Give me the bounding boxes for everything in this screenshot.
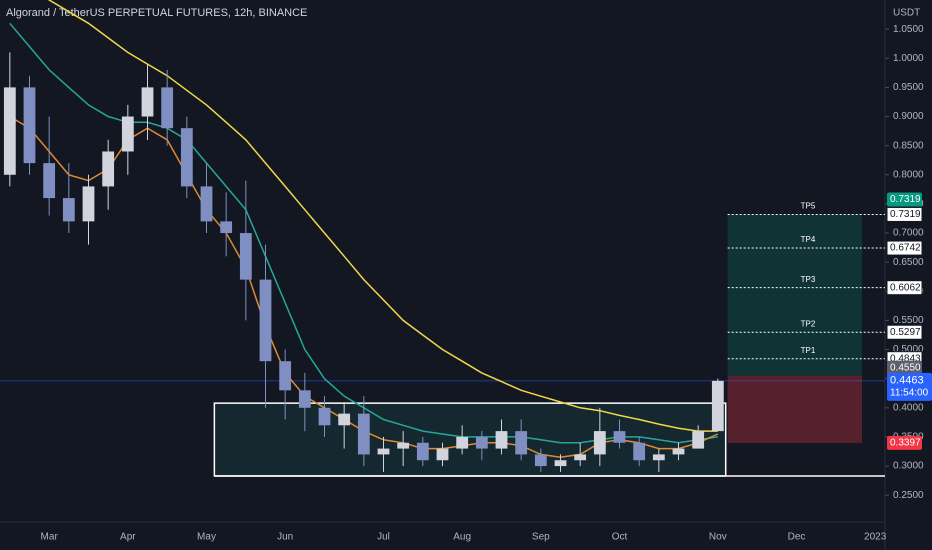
target-tag-label: 0.7319 (890, 209, 921, 220)
x-tick-label: Nov (709, 532, 727, 543)
stop-tag (887, 435, 922, 450)
y-tick-label: 0.6500 (893, 257, 924, 268)
candle-body (515, 431, 528, 455)
candle-body (633, 442, 646, 461)
candle-body (495, 431, 508, 449)
target-name: TP1 (801, 346, 816, 355)
candle-body (82, 186, 95, 222)
y-tick-label: 0.2500 (893, 490, 924, 501)
candle-body (298, 390, 311, 408)
x-tick-label: Oct (612, 532, 628, 543)
candle-body (23, 87, 36, 164)
target-tag-label: 0.5297 (890, 327, 921, 338)
target-tag (886, 206, 923, 222)
y-tick-label: 0.5000 (893, 344, 924, 355)
x-tick-label: 2023 (864, 532, 887, 543)
target-name: TP5 (801, 202, 816, 211)
candle-body (3, 87, 16, 175)
candle-body (121, 116, 134, 152)
last-price-label: 0.4463 (890, 375, 924, 387)
target-name: TP3 (801, 275, 816, 284)
target-zone (727, 214, 862, 376)
candle-body (574, 454, 587, 461)
chart-title: Algorand / TetherUS PERPETUAL FUTURES, 1… (6, 7, 307, 19)
entry-tag (887, 360, 922, 375)
y-tick-label: 1.0000 (893, 53, 924, 64)
x-tick-label: Dec (788, 532, 806, 543)
last-price-tag (887, 372, 932, 401)
target-tag-label: 0.6742 (890, 243, 921, 254)
target-tag-label: 0.4843 (890, 353, 921, 364)
candle-body (200, 186, 213, 222)
candle-body (161, 87, 174, 129)
entry-tag-label: 0.4550 (890, 362, 921, 373)
candle-body (397, 442, 410, 449)
candle-body (220, 221, 233, 234)
y-tick-label: 0.9500 (893, 82, 924, 93)
target-tag (886, 324, 923, 340)
y-tick-label: 1.0500 (893, 24, 924, 35)
x-tick-label: Mar (41, 532, 59, 543)
candle-body (692, 431, 705, 449)
target-price-tag (887, 192, 922, 207)
candle-body (357, 413, 370, 455)
x-tick-label: May (197, 532, 216, 543)
candle-body (456, 436, 469, 449)
candle-body (318, 407, 331, 426)
axis-unit: USDT (893, 8, 920, 19)
candle-body (652, 454, 665, 461)
y-tick-label: 0.8500 (893, 140, 924, 151)
x-tick-label: Jun (277, 532, 293, 543)
candle-body (613, 431, 626, 443)
candle-body (672, 448, 685, 455)
target-tag (886, 280, 923, 296)
target-tag (886, 240, 923, 256)
target-name: TP2 (801, 319, 816, 328)
candle-body (102, 151, 115, 187)
candle-body (62, 198, 75, 222)
y-tick-label: 0.9000 (893, 111, 924, 122)
y-tick-label: 0.4000 (893, 402, 924, 413)
candle-body (475, 436, 488, 449)
candle-body (239, 233, 252, 280)
stop-tag-label: 0.3397 (890, 438, 921, 449)
y-tick-label: 0.3000 (893, 461, 924, 472)
x-tick-label: Jul (377, 532, 390, 543)
candle-body (43, 163, 56, 199)
y-tick-label: 0.8000 (893, 169, 924, 180)
candle-body (554, 460, 567, 467)
x-tick-label: Sep (532, 532, 550, 543)
candle-body (534, 454, 547, 467)
x-tick-label: Aug (453, 532, 471, 543)
candle-body (377, 448, 390, 455)
candle-body (436, 448, 449, 461)
candle-body (338, 413, 351, 426)
target-tag-label: 0.6062 (890, 282, 921, 293)
y-tick-label: 0.5500 (893, 315, 924, 326)
candle-body (416, 442, 429, 461)
stop-zone (727, 375, 862, 443)
target-name: TP4 (801, 235, 816, 244)
candle-body (711, 380, 724, 432)
countdown-label: 11:54:00 (890, 387, 929, 398)
range-box (213, 402, 727, 477)
target-price-tag-label: 0.7319 (890, 194, 921, 205)
candle-body (279, 361, 292, 391)
y-tick-label: 0.7000 (893, 228, 924, 239)
candle-body (593, 431, 606, 455)
candle-body (141, 87, 154, 117)
candle-body (180, 128, 193, 187)
candle-body (259, 279, 272, 362)
x-tick-label: Apr (120, 532, 136, 543)
